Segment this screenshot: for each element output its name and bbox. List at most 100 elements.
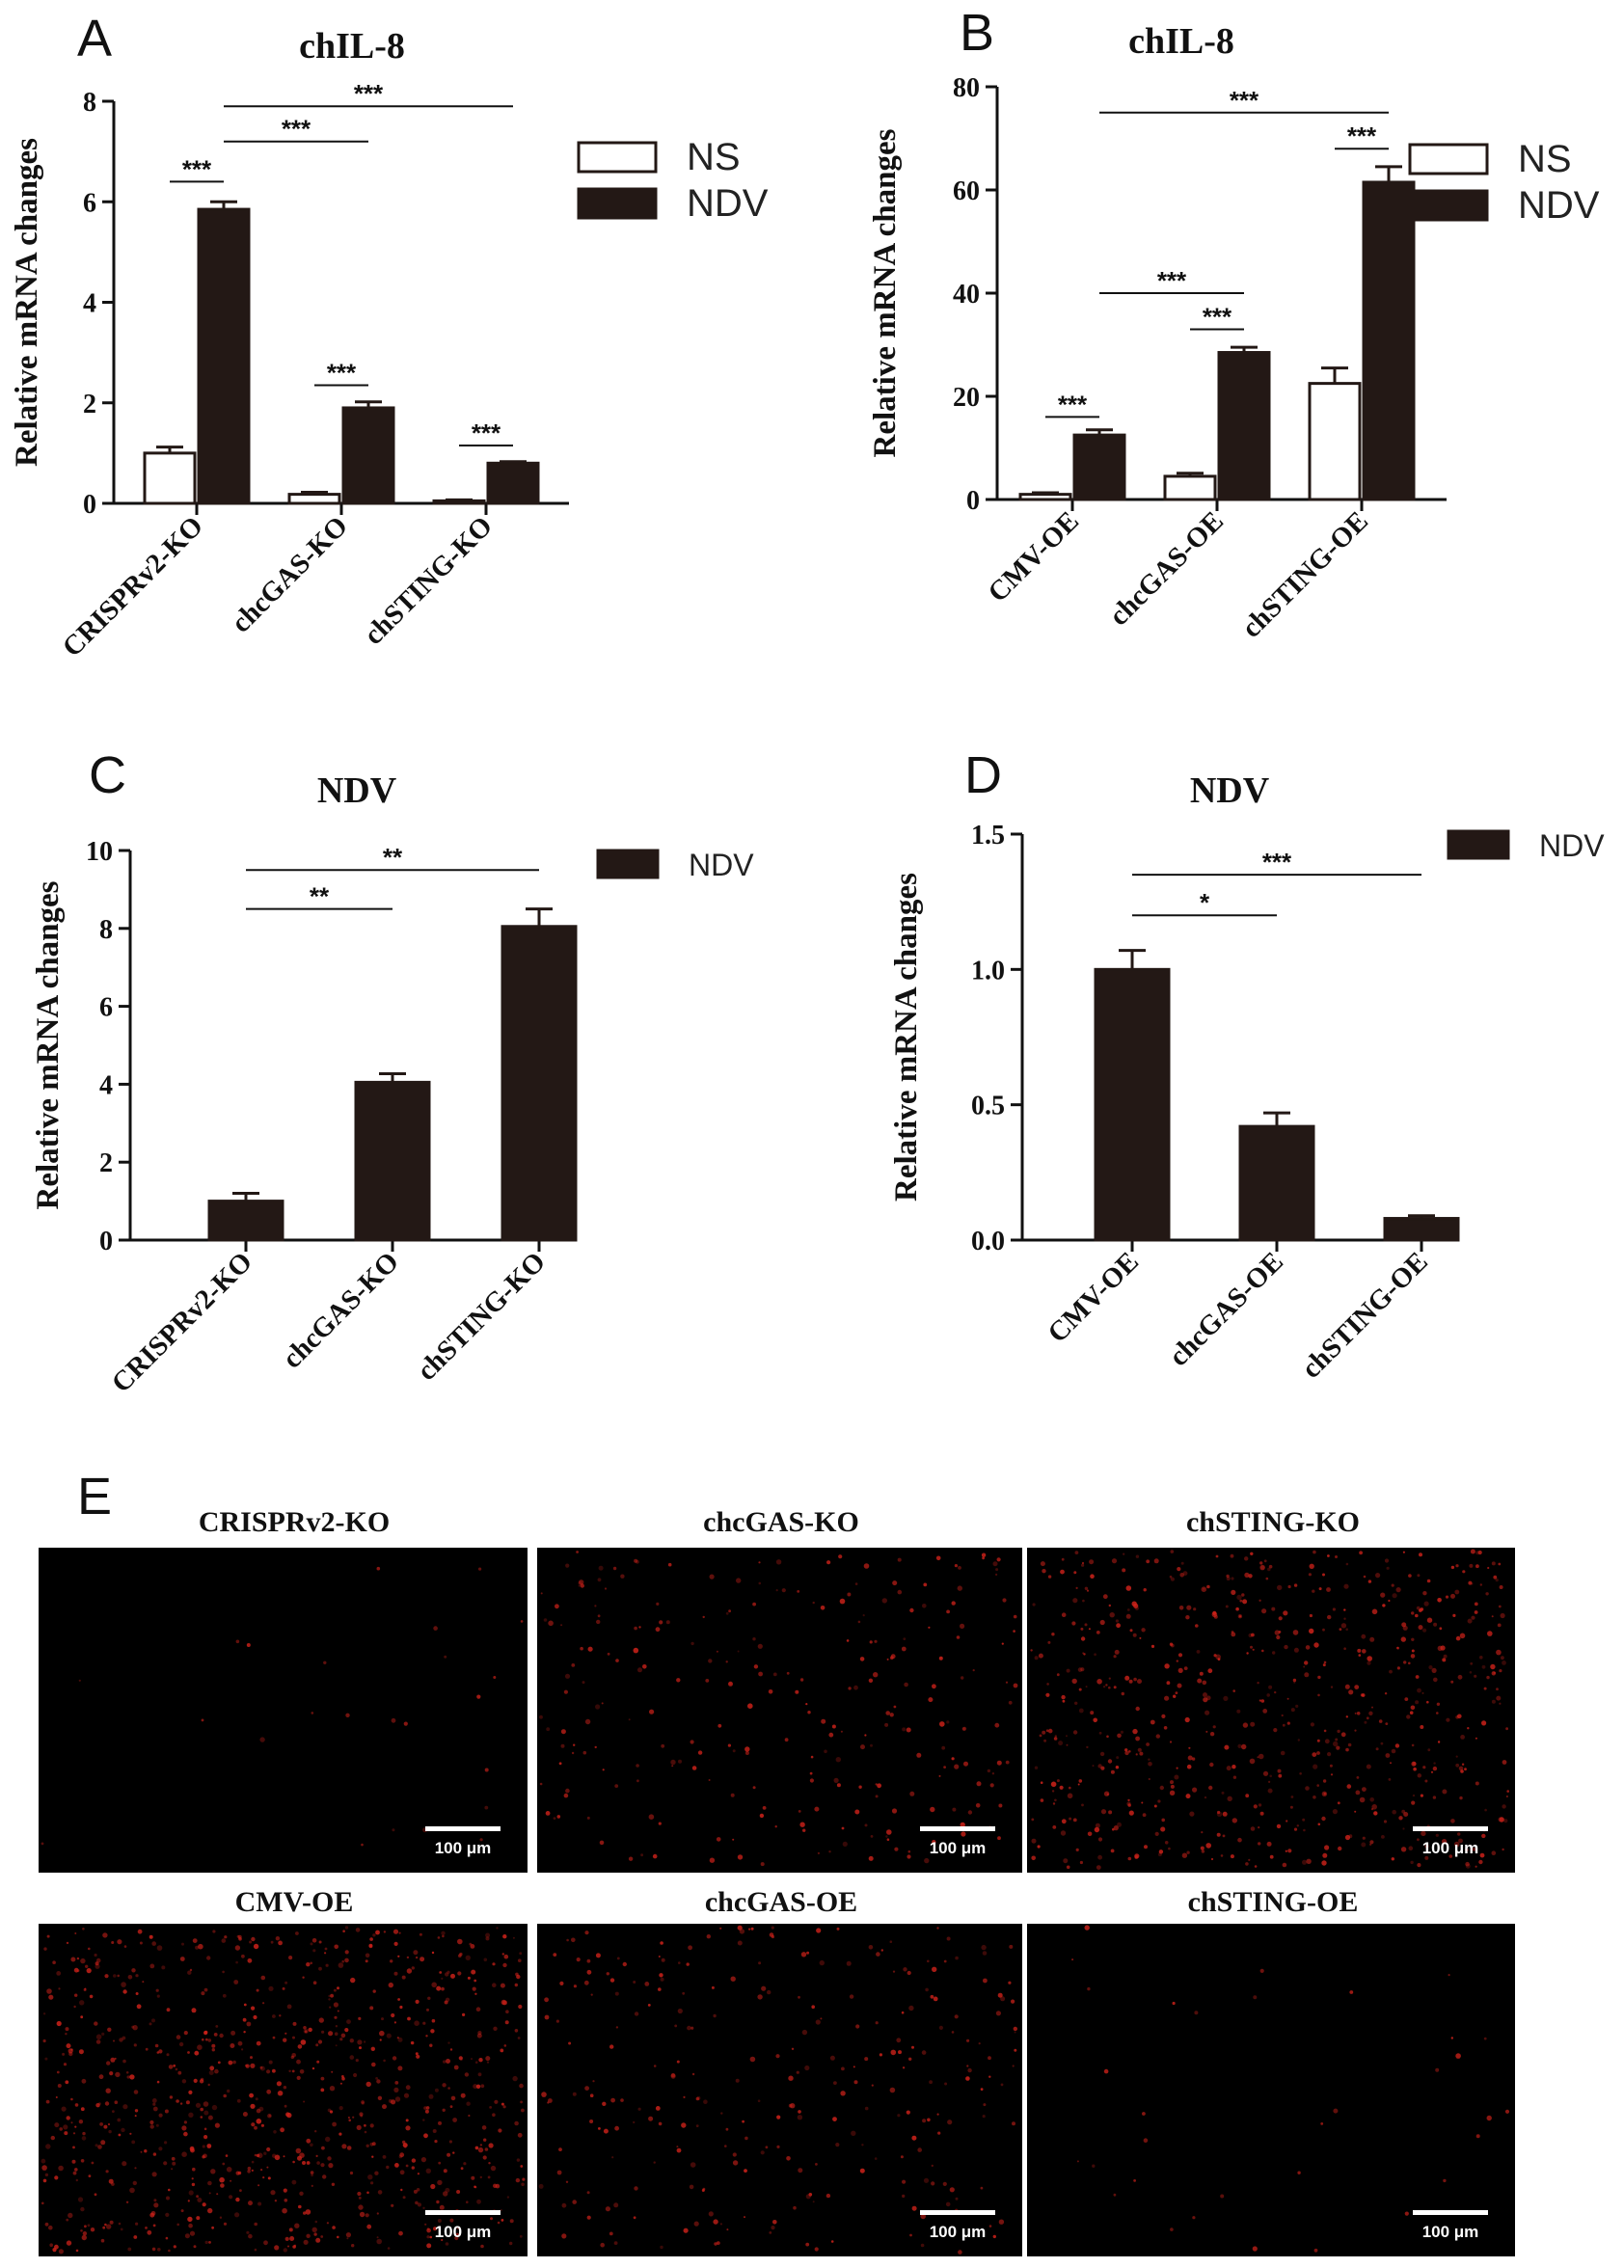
- signal-dot: [1280, 1750, 1286, 1756]
- signal-dot: [584, 1718, 591, 1725]
- signal-dot: [965, 2076, 970, 2081]
- signal-dot: [1330, 1686, 1334, 1688]
- signal-dot: [58, 1987, 61, 1990]
- signal-dot: [195, 2102, 202, 2108]
- signal-dot: [267, 2176, 271, 2180]
- signal-dot: [59, 2127, 63, 2131]
- signal-dot: [868, 1678, 874, 1684]
- signal-dot: [272, 2153, 277, 2158]
- signal-dot: [636, 1764, 639, 1768]
- signal-dot: [321, 2146, 325, 2150]
- signal-dot: [1102, 1594, 1108, 1600]
- signal-dot: [586, 1969, 592, 1975]
- signal-dot: [877, 1783, 881, 1789]
- signal-dot: [1403, 1812, 1409, 1817]
- signal-dot: [289, 2236, 295, 2241]
- signal-dot: [257, 2201, 262, 2206]
- signal-dot: [192, 1938, 198, 1943]
- signal-dot: [55, 2096, 58, 2098]
- panel-letter-a: A: [77, 10, 112, 68]
- signal-dot: [105, 2088, 111, 2093]
- signal-dot: [1391, 1748, 1396, 1754]
- signal-dot: [1135, 1706, 1140, 1712]
- signal-dot: [498, 2128, 502, 2133]
- signal-dot: [292, 2160, 295, 2164]
- legend-label: NS: [687, 136, 741, 178]
- signal-dot: [156, 1994, 160, 1998]
- signal-dot: [521, 2108, 525, 2113]
- signal-dot: [1322, 1852, 1328, 1858]
- signal-dot: [1105, 1684, 1108, 1687]
- signal-dot: [1252, 1648, 1255, 1651]
- signal-dot: [951, 1757, 955, 1761]
- signal-dot: [413, 1950, 419, 1956]
- signal-dot: [123, 1945, 127, 1948]
- signal-dot: [1196, 1650, 1201, 1654]
- signal-dot: [108, 2129, 112, 2134]
- signal-dot: [1411, 1611, 1415, 1615]
- signal-dot: [423, 2133, 428, 2139]
- signal-dot: [70, 2121, 73, 2124]
- signal-dot: [346, 2019, 351, 2025]
- signal-dot: [1135, 1736, 1140, 1742]
- signal-dot: [705, 1679, 710, 1683]
- signal-dot: [397, 2066, 403, 2071]
- signal-dot: [203, 1987, 208, 1992]
- signal-dot: [54, 2175, 59, 2180]
- signal-dot: [805, 1703, 808, 1706]
- signal-dot: [1132, 1728, 1138, 1735]
- signal-dot: [558, 1762, 562, 1766]
- signal-dot: [1396, 1666, 1400, 1670]
- signal-dot: [169, 2095, 174, 2099]
- signal-dot: [473, 2084, 478, 2090]
- signal-dot: [1272, 1651, 1276, 1655]
- signal-dot: [539, 1714, 543, 1719]
- signal-dot: [760, 2150, 765, 2155]
- signal-dot: [503, 2044, 507, 2047]
- signal-dot: [260, 2123, 264, 2127]
- signal-dot: [1385, 1753, 1391, 1758]
- signal-dot: [496, 1927, 499, 1930]
- signal-dot: [63, 2063, 68, 2066]
- signal-dot: [396, 2037, 399, 2039]
- signal-dot: [445, 1972, 449, 1977]
- signal-dot: [1475, 1781, 1479, 1786]
- signal-dot: [670, 2073, 676, 2079]
- signal-dot: [306, 2138, 311, 2144]
- significance-label: ***: [1157, 266, 1187, 295]
- signal-dot: [1124, 1750, 1129, 1756]
- signal-dot: [1079, 1860, 1083, 1865]
- signal-dot: [1139, 1636, 1142, 1639]
- signal-dot: [1271, 1606, 1276, 1611]
- signal-dot: [210, 2169, 216, 2174]
- signal-dot: [44, 2222, 49, 2227]
- signal-dot: [908, 2057, 912, 2061]
- signal-dot: [1345, 1562, 1349, 1566]
- signal-dot: [311, 2184, 313, 2187]
- signal-dot: [140, 2150, 143, 2153]
- signal-dot: [344, 2028, 349, 2033]
- signal-dot: [115, 2071, 121, 2078]
- signal-dot: [1432, 1766, 1438, 1771]
- signal-dot: [153, 2199, 157, 2202]
- signal-dot: [447, 2087, 450, 2090]
- signal-dot: [1380, 1742, 1384, 1745]
- signal-dot: [268, 1985, 274, 1991]
- signal-dot: [849, 1994, 854, 1999]
- signal-dot: [288, 2069, 291, 2072]
- signal-dot: [391, 2099, 396, 2105]
- signal-dot: [97, 2145, 102, 2149]
- signal-dot: [90, 2228, 95, 2232]
- signal-dot: [614, 2125, 619, 2131]
- signal-dot: [1321, 1816, 1326, 1822]
- signal-dot: [370, 2181, 374, 2185]
- signal-dot: [351, 2244, 355, 2248]
- signal-dot: [565, 1563, 570, 1568]
- signal-dot: [187, 1970, 192, 1975]
- signal-dot: [829, 2055, 835, 2061]
- micrograph-title: chSTING-OE: [1188, 1886, 1359, 1918]
- signal-dot: [379, 2030, 385, 2037]
- signal-dot: [519, 1952, 523, 1956]
- signal-dot: [648, 1814, 655, 1820]
